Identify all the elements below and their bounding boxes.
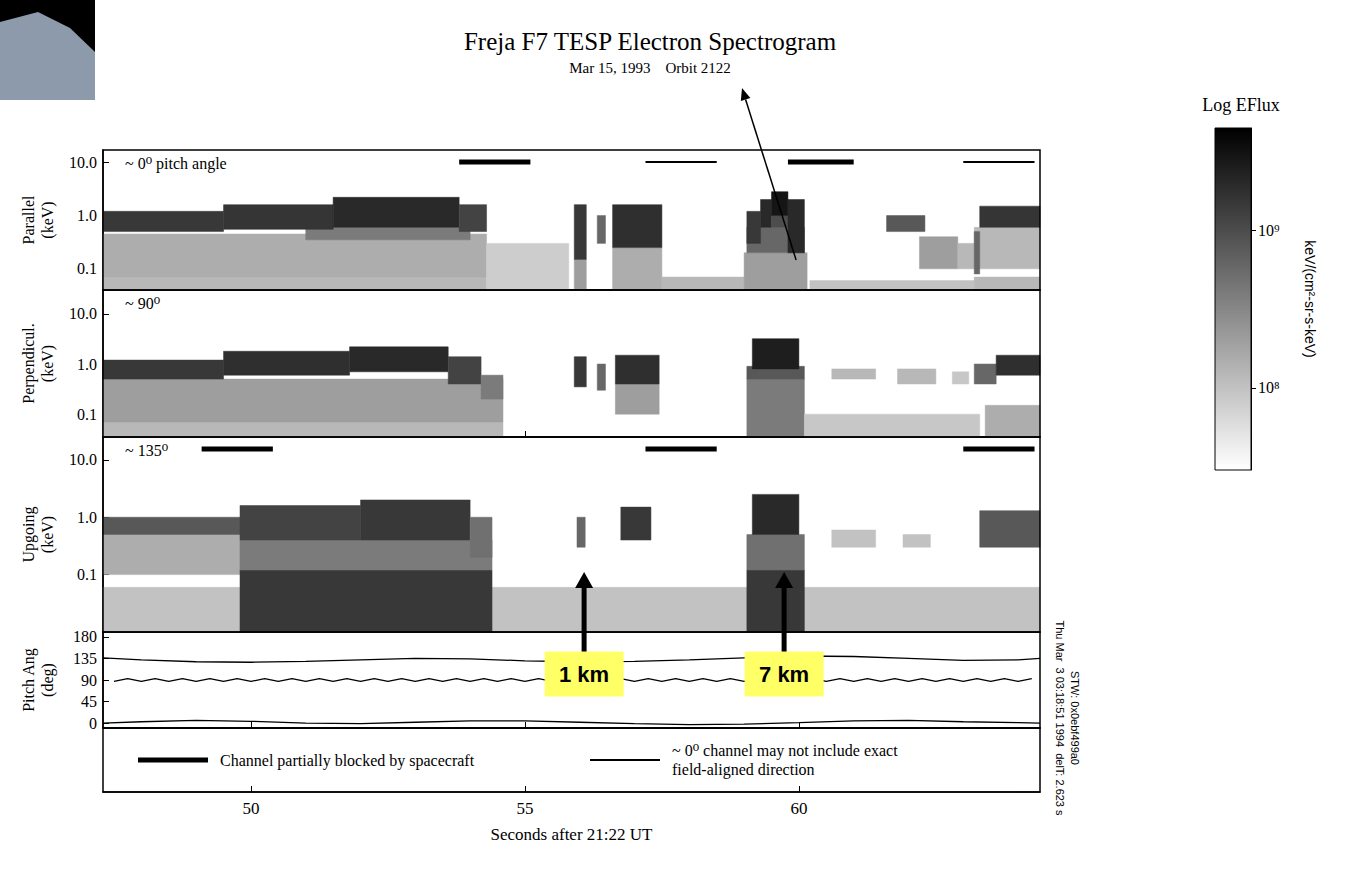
svg-text:1 km: 1 km (559, 662, 609, 687)
svg-text:Perpendicul.: Perpendicul. (20, 323, 38, 403)
svg-text:10.0: 10.0 (69, 305, 97, 322)
svg-text:0.1: 0.1 (77, 566, 97, 583)
svg-text:10⁹: 10⁹ (1258, 222, 1280, 239)
svg-text:(keV): (keV) (39, 516, 57, 553)
svg-text:field-aligned direction: field-aligned direction (672, 761, 815, 779)
svg-text:0: 0 (89, 715, 97, 732)
svg-text:10⁸: 10⁸ (1258, 379, 1280, 396)
svg-text:45: 45 (81, 693, 97, 710)
svg-text:10.0: 10.0 (69, 451, 97, 468)
svg-text:Thu Mar 3 03:18:51 1994 delT: Thu Mar 3 03:18:51 1994 delT: 2.623 s (1054, 620, 1066, 816)
svg-text:50: 50 (242, 799, 259, 818)
svg-text:keV/(cm²-sr-s-keV): keV/(cm²-sr-s-keV) (1302, 240, 1318, 357)
svg-text:Seconds after 21:22 UT: Seconds after 21:22 UT (491, 825, 654, 844)
svg-text:Mar 15, 1993 Orbit 2122: Mar 15, 1993 Orbit 2122 (569, 60, 731, 76)
svg-text:1.0: 1.0 (77, 207, 97, 224)
svg-text:1.0: 1.0 (77, 509, 97, 526)
svg-text:(deg): (deg) (39, 663, 57, 697)
svg-text:Freja F7 TESP Electron Spectro: Freja F7 TESP Electron Spectrogram (464, 28, 837, 55)
svg-text:1.0: 1.0 (77, 356, 97, 373)
svg-text:7 km: 7 km (759, 662, 809, 687)
svg-text:Log EFlux: Log EFlux (1202, 95, 1280, 115)
svg-text:~ 90⁰: ~ 90⁰ (125, 295, 160, 312)
svg-text:55: 55 (516, 799, 533, 818)
svg-text:60: 60 (790, 799, 807, 818)
svg-text:(keV): (keV) (39, 201, 57, 238)
svg-text:180: 180 (73, 628, 97, 645)
svg-text:Upgoing: Upgoing (20, 507, 38, 563)
svg-text:0.1: 0.1 (77, 260, 97, 277)
svg-text:135: 135 (73, 650, 97, 667)
svg-text:10.0: 10.0 (69, 154, 97, 171)
svg-text:0.1: 0.1 (77, 406, 97, 423)
svg-text:~ 0⁰ channel may not include e: ~ 0⁰ channel may not include exact (672, 742, 898, 760)
svg-text:(keV): (keV) (39, 345, 57, 382)
svg-text:Channel partially blocked by s: Channel partially blocked by spacecraft (220, 752, 475, 770)
svg-text:~ 135⁰: ~ 135⁰ (125, 442, 168, 459)
svg-text:90: 90 (81, 672, 97, 689)
svg-text:~ 0⁰ pitch angle: ~ 0⁰ pitch angle (125, 155, 227, 173)
svg-text:Pitch Ang: Pitch Ang (20, 648, 38, 712)
svg-text:Parallel: Parallel (20, 195, 37, 244)
svg-text:STW: 0x0ebf499a0: STW: 0x0ebf499a0 (1069, 671, 1081, 765)
